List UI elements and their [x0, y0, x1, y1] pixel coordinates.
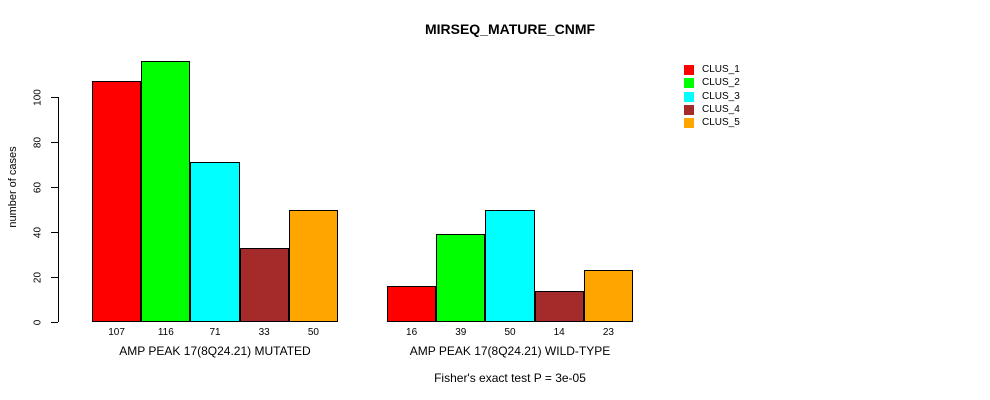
- y-axis-line: [58, 97, 59, 322]
- bar-clus_3-group2: [485, 209, 535, 322]
- x-group-label: AMP PEAK 17(8Q24.21) MUTATED: [119, 344, 311, 358]
- y-tick-mark: [51, 97, 58, 98]
- y-tick-mark: [51, 142, 58, 143]
- bar-value-label: 116: [157, 327, 174, 338]
- y-tick-mark: [51, 187, 58, 188]
- legend-item-clus_3: CLUS_3: [684, 90, 740, 102]
- x-group-label: AMP PEAK 17(8Q24.21) WILD-TYPE: [409, 344, 611, 358]
- bar-clus_3-group1: [190, 162, 240, 322]
- bar-value-label: 23: [602, 327, 614, 338]
- y-tick-mark: [51, 232, 58, 233]
- legend-swatch-icon: [684, 118, 694, 129]
- y-tick-label: 40: [32, 226, 44, 238]
- bar-clus_5-group1: [288, 209, 338, 322]
- legend-label: CLUS_3: [702, 90, 740, 102]
- legend-label: CLUS_5: [702, 117, 740, 129]
- bar-clus_1-group1: [92, 81, 142, 322]
- bar-clus_5-group2: [583, 270, 633, 322]
- y-tick-label: 100: [32, 88, 44, 106]
- y-tick-label: 60: [32, 181, 44, 193]
- bar-clus_2-group1: [141, 61, 191, 322]
- legend-item-clus_2: CLUS_2: [684, 77, 740, 89]
- legend-swatch-icon: [684, 78, 694, 89]
- y-tick-label: 80: [32, 136, 44, 148]
- bar-value-label: 39: [455, 327, 467, 338]
- bar-clus_4-group1: [239, 247, 289, 322]
- bar-value-label: 33: [258, 327, 270, 338]
- bar-clus_2-group2: [436, 234, 486, 322]
- legend-label: CLUS_4: [702, 103, 740, 115]
- y-axis-title: number of cases: [7, 146, 19, 228]
- bar-value-label: 107: [108, 327, 125, 338]
- legend-label: CLUS_2: [702, 77, 740, 89]
- bar-value-label: 71: [209, 327, 221, 338]
- legend-swatch-icon: [684, 91, 694, 102]
- y-tick-label: 0: [32, 319, 44, 325]
- legend-swatch-icon: [684, 65, 694, 75]
- legend-item-clus_5: CLUS_5: [684, 117, 740, 129]
- bar-value-label: 16: [406, 327, 418, 338]
- legend-label: CLUS_1: [702, 64, 740, 75]
- bar-clus_4-group2: [534, 290, 584, 322]
- bar-value-label: 14: [553, 327, 565, 338]
- legend-item-clus_4: CLUS_4: [684, 103, 740, 115]
- legend-item-clus_1: CLUS_1: [684, 65, 740, 75]
- bar-value-label: 50: [307, 327, 319, 338]
- legend-swatch-icon: [684, 104, 694, 115]
- y-tick-mark: [51, 277, 58, 278]
- chart-title: MIRSEQ_MATURE_CNMF: [424, 21, 596, 37]
- bar-clus_1-group2: [387, 286, 437, 322]
- annotation-caption: Fisher's exact test P = 3e-05: [434, 371, 586, 385]
- y-tick-label: 20: [32, 271, 44, 283]
- y-tick-mark: [51, 322, 58, 323]
- bar-value-label: 50: [504, 327, 516, 338]
